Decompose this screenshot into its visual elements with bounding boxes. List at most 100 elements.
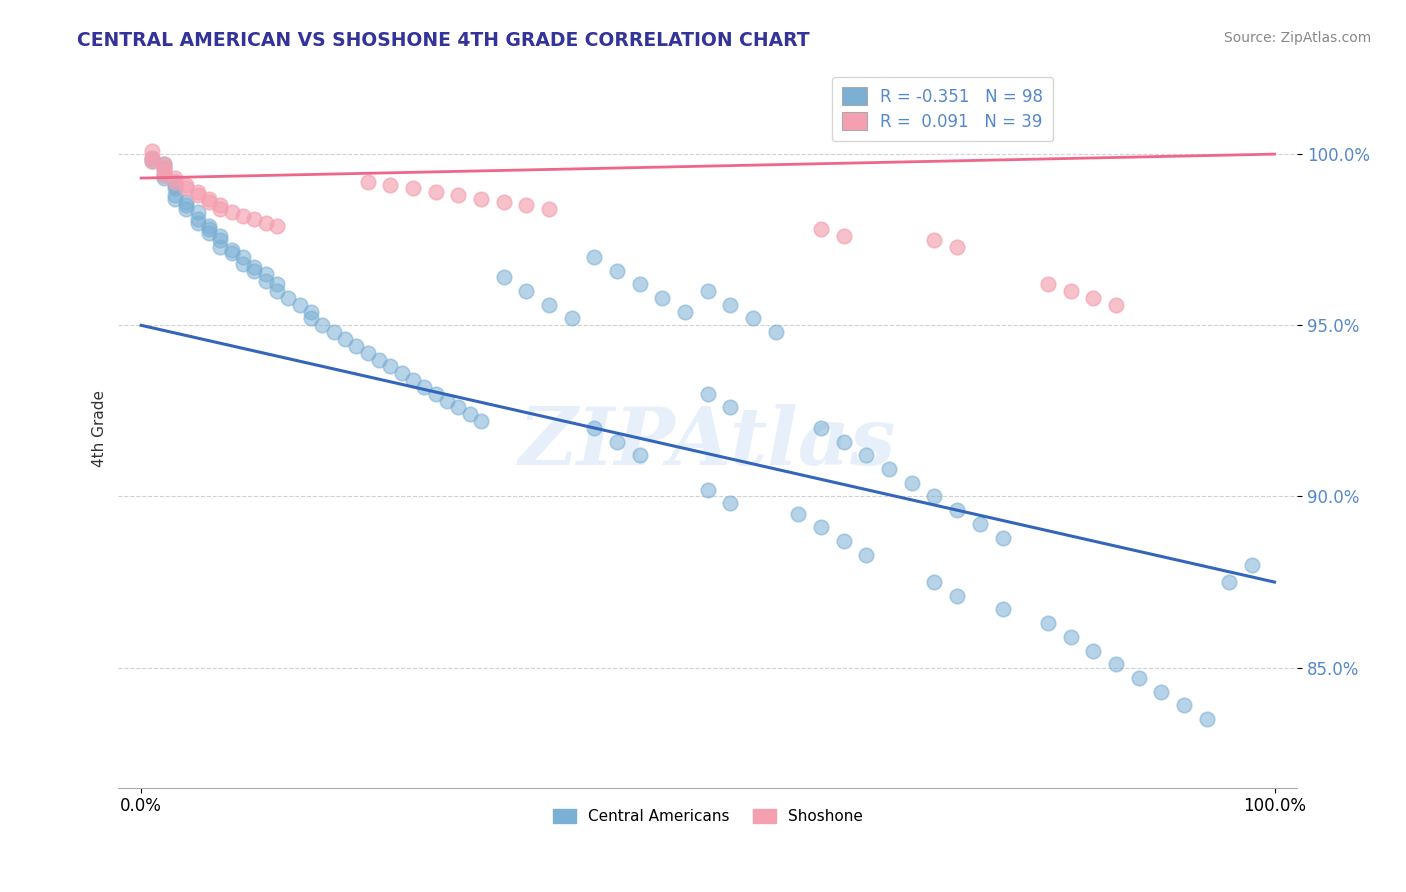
Point [1083, 291, 1105, 305]
Point [651, 291, 673, 305]
Point [266, 284, 288, 298]
Point [187, 188, 209, 202]
Point [198, 222, 221, 236]
Point [425, 386, 447, 401]
Point [810, 421, 832, 435]
Point [232, 257, 254, 271]
Point [333, 332, 356, 346]
Point [187, 185, 209, 199]
Point [176, 195, 198, 210]
Point [311, 318, 333, 333]
Point [696, 284, 718, 298]
Point [152, 157, 174, 171]
Point [742, 311, 765, 326]
Point [1128, 671, 1150, 685]
Point [628, 277, 651, 292]
Point [1195, 712, 1218, 726]
Point [628, 449, 651, 463]
Point [165, 188, 187, 202]
Point [176, 178, 198, 192]
Point [810, 520, 832, 534]
Point [152, 168, 174, 182]
Point [187, 205, 209, 219]
Point [209, 233, 232, 247]
Point [176, 202, 198, 216]
Point [470, 414, 492, 428]
Point [288, 298, 311, 312]
Point [946, 239, 969, 253]
Point [720, 401, 742, 415]
Point [346, 339, 368, 353]
Point [152, 171, 174, 186]
Point [165, 192, 187, 206]
Point [141, 151, 163, 165]
Point [141, 153, 163, 168]
Point [266, 277, 288, 292]
Text: CENTRAL AMERICAN VS SHOSHONE 4TH GRADE CORRELATION CHART: CENTRAL AMERICAN VS SHOSHONE 4TH GRADE C… [77, 31, 810, 50]
Point [538, 298, 561, 312]
Point [1105, 657, 1128, 672]
Point [515, 198, 537, 212]
Point [492, 195, 515, 210]
Point [877, 462, 900, 476]
Point [447, 188, 470, 202]
Point [187, 212, 209, 227]
Point [946, 589, 969, 603]
Point [402, 373, 425, 387]
Point [1173, 698, 1195, 713]
Point [606, 434, 628, 449]
Point [141, 153, 163, 168]
Point [991, 602, 1014, 616]
Point [277, 291, 299, 305]
Point [606, 263, 628, 277]
Point [152, 164, 174, 178]
Point [209, 229, 232, 244]
Point [152, 161, 174, 175]
Point [515, 284, 537, 298]
Point [1036, 616, 1059, 631]
Point [583, 421, 606, 435]
Point [357, 345, 380, 359]
Point [209, 198, 232, 212]
Point [176, 198, 198, 212]
Legend: Central Americans, Shoshone: Central Americans, Shoshone [547, 803, 869, 830]
Point [221, 246, 243, 260]
Point [1059, 630, 1081, 644]
Point [198, 195, 221, 210]
Point [243, 263, 266, 277]
Point [198, 219, 221, 233]
Point [1083, 643, 1105, 657]
Point [1150, 684, 1173, 698]
Point [1218, 575, 1240, 590]
Point [299, 311, 322, 326]
Point [232, 250, 254, 264]
Point [141, 151, 163, 165]
Point [391, 366, 413, 380]
Point [924, 490, 946, 504]
Point [221, 243, 243, 257]
Point [991, 531, 1014, 545]
Point [176, 181, 198, 195]
Point [380, 359, 402, 374]
Point [141, 144, 163, 158]
Point [924, 575, 946, 590]
Point [1059, 284, 1081, 298]
Text: ZIPAtlas: ZIPAtlas [519, 404, 897, 481]
Point [436, 393, 458, 408]
Point [901, 475, 924, 490]
Point [470, 192, 492, 206]
Point [165, 171, 187, 186]
Point [165, 174, 187, 188]
Point [152, 168, 174, 182]
Text: Source: ZipAtlas.com: Source: ZipAtlas.com [1223, 31, 1371, 45]
Point [322, 325, 344, 339]
Point [368, 352, 391, 367]
Point [720, 496, 742, 510]
Point [787, 507, 810, 521]
Point [152, 157, 174, 171]
Point [254, 216, 277, 230]
Point [165, 181, 187, 195]
Point [1036, 277, 1059, 292]
Point [425, 185, 447, 199]
Point [254, 267, 277, 281]
